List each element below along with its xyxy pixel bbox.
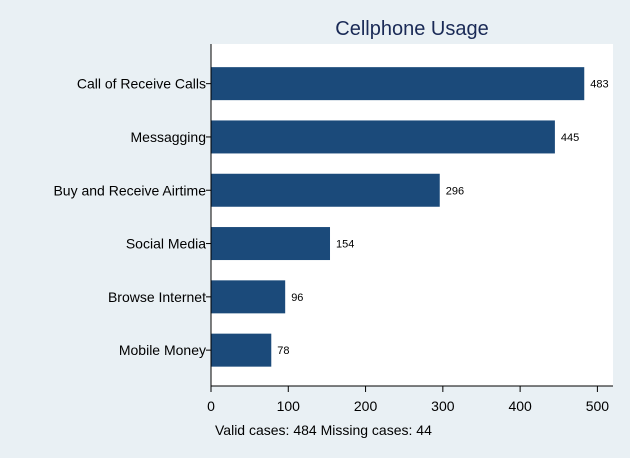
category-labels: Call of Receive Calls Messagging Buy and R… bbox=[53, 76, 211, 358]
bar bbox=[211, 173, 440, 207]
x-axis-ticks: 0 100 200 300 400 500 bbox=[207, 386, 609, 414]
x-tick-label: 300 bbox=[431, 398, 455, 414]
footnote: Valid cases: 484 Missing cases: 44 bbox=[215, 422, 432, 438]
bar-group bbox=[211, 67, 585, 367]
chart-title: Cellphone Usage bbox=[335, 18, 488, 40]
bar bbox=[211, 120, 555, 154]
category-label: Call of Receive Calls bbox=[77, 76, 206, 92]
category-label: Social Media bbox=[126, 236, 206, 252]
data-label: 96 bbox=[291, 292, 303, 304]
plot-area bbox=[211, 44, 613, 386]
data-label: 296 bbox=[446, 185, 464, 197]
data-label: 78 bbox=[277, 345, 289, 357]
bar bbox=[211, 333, 272, 367]
category-label: Browse Internet bbox=[108, 289, 206, 305]
bar bbox=[211, 280, 286, 314]
category-label: Buy and Receive Airtime bbox=[53, 182, 206, 198]
bar bbox=[211, 67, 585, 101]
category-label: Mobile Money bbox=[119, 342, 206, 358]
bar bbox=[211, 227, 331, 261]
data-label: 154 bbox=[336, 239, 354, 251]
x-tick-label: 400 bbox=[508, 398, 532, 414]
x-tick-label: 100 bbox=[277, 398, 301, 414]
x-tick-label: 200 bbox=[354, 398, 378, 414]
x-tick-label: 0 bbox=[207, 398, 215, 414]
category-label: Messagging bbox=[131, 129, 207, 145]
data-label: 483 bbox=[590, 79, 608, 91]
data-labels: 483 445 296 154 96 78 bbox=[277, 79, 608, 357]
data-label: 445 bbox=[561, 132, 579, 144]
x-tick-label: 500 bbox=[586, 398, 610, 414]
